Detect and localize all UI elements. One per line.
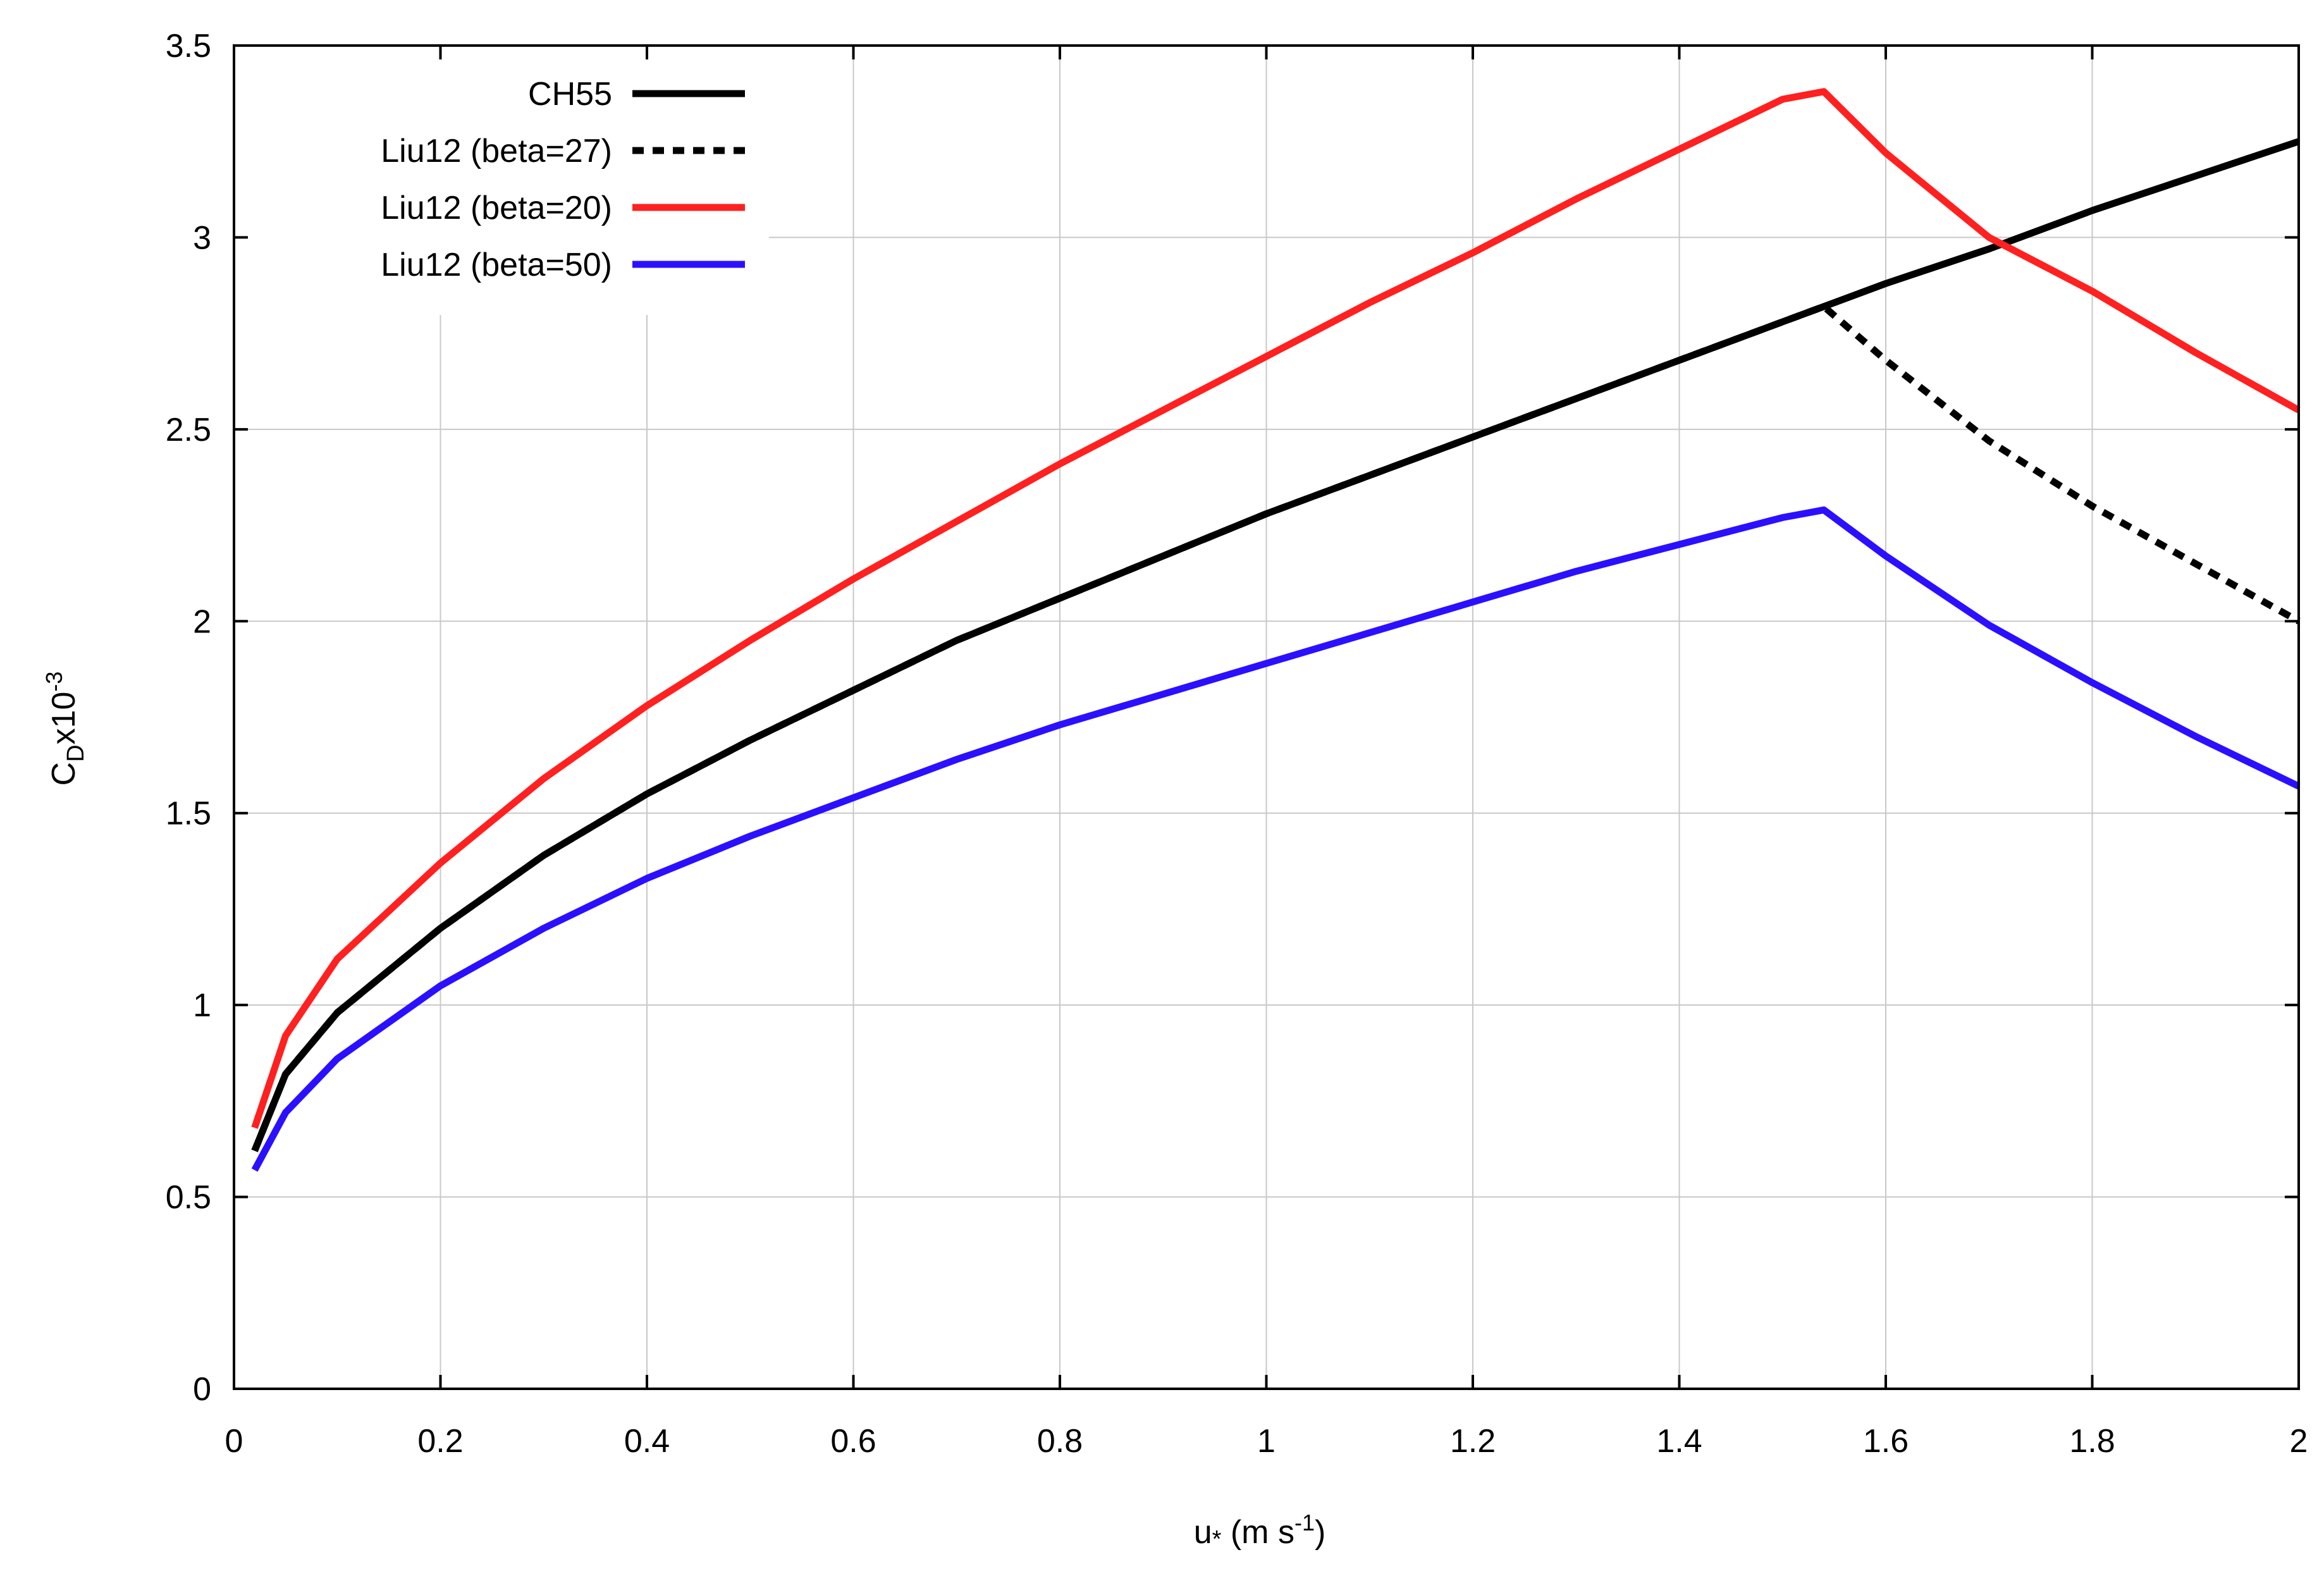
series-layer: [251, 88, 2301, 1172]
x-tick-label: 1: [1257, 1423, 1276, 1460]
ticks: [233, 44, 2300, 1390]
x-tick-label: 1.4: [1656, 1423, 1702, 1460]
y-tick-label: 1: [193, 987, 211, 1024]
y-tick-label: 2.5: [166, 412, 211, 448]
x-tick-label: 0.6: [830, 1423, 876, 1460]
y-axis-label: CDx10-3: [41, 672, 89, 786]
y-tick-label: 3.5: [166, 28, 211, 65]
x-tick-label: 1.6: [1863, 1423, 1909, 1460]
legend: CH55 Liu12 (beta=27) Liu12 (beta=20) Liu12 …: [238, 49, 769, 315]
series-line-liu12-beta-27: [251, 303, 2301, 1152]
x-tick-label: 0.4: [624, 1423, 670, 1460]
legend-label: Liu12 (beta=20): [381, 190, 612, 226]
legend-label: Liu12 (beta=27): [381, 133, 612, 169]
x-tick-label: 0.2: [417, 1423, 463, 1460]
y-tick-label: 2: [193, 603, 211, 640]
series-line-liu12-beta-20: [251, 88, 2301, 1130]
x-axis-label: u* (m s-1): [1194, 1510, 1326, 1553]
x-tick-label: 1.2: [1450, 1423, 1496, 1460]
y-tick-labels: 0 0.5 1 1.5 2 2.5 3 3.5: [166, 28, 211, 1408]
series-line-liu12-beta-50: [251, 506, 2301, 1172]
x-tick-label: 0.8: [1037, 1423, 1083, 1460]
x-tick-label: 1.8: [2069, 1423, 2115, 1460]
y-tick-label: 0: [193, 1371, 211, 1408]
x-tick-label: 2: [2290, 1423, 2308, 1460]
x-tick-labels: 0 0.2 0.4 0.6 0.8 1 1.2 1.4 1.6 1.8 2: [225, 1423, 2308, 1460]
y-tick-label: 0.5: [166, 1179, 211, 1216]
legend-label: CH55: [528, 76, 612, 113]
grid: [234, 46, 2299, 1389]
y-tick-label: 1.5: [166, 796, 211, 832]
legend-label: Liu12 (beta=50): [381, 247, 612, 283]
y-tick-label: 3: [193, 219, 211, 256]
x-tick-label: 0: [225, 1423, 243, 1460]
